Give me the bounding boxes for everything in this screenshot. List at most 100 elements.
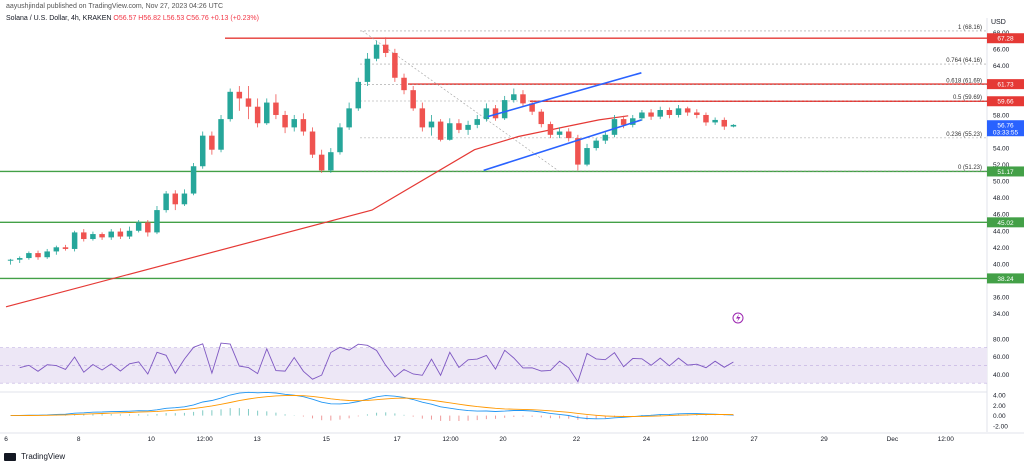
y-tick-label: 50.00 [993,179,1010,186]
candle [145,222,151,233]
candle [99,234,105,238]
candle [126,230,133,237]
x-tick-label: 12:00 [196,436,213,443]
candle [401,77,407,91]
y-tick-label: 44.00 [993,228,1010,235]
candle [382,44,389,53]
brand-text: TradingView [21,452,66,461]
candle [300,119,307,132]
x-tick-label: 22 [573,436,581,443]
candle [282,114,288,128]
candle [666,110,673,115]
price-label: 45.02 [997,220,1014,227]
price-label-box [987,273,1024,284]
macd-tick-label: -2.00 [993,423,1008,430]
candle [181,193,188,205]
candle [465,124,471,130]
x-tick-label: 24 [643,436,651,443]
candle [227,91,233,120]
rsi-tick-label: 60.00 [993,354,1010,361]
candle [16,258,23,260]
x-tick-label: 12:00 [692,436,709,443]
price-label: 56.76 [997,123,1014,130]
candle [35,253,41,258]
price-label: 51.17 [997,169,1014,176]
candle [611,119,618,135]
macd-tick-label: 2.00 [993,403,1006,410]
candle [474,119,480,125]
rsi-tick-label: 80.00 [993,336,1010,343]
candle [529,103,535,112]
candle [639,112,645,119]
x-tick-label: 13 [254,436,262,443]
price-label: 67.28 [997,36,1014,43]
axis-layer: 68.0066.0064.0062.0058.0056.0054.0052.00… [4,30,1024,443]
rsi-pane [0,342,987,384]
candle [675,108,682,115]
candle [447,123,453,140]
candle [392,52,398,78]
candle [254,106,261,124]
price-pane: 1 (68.16) 0.764 (64.16) 0.618 (61.69) 0.5 (… [0,25,987,308]
candle [71,232,78,249]
y-tick-label: 34.00 [993,311,1010,318]
x-tick-label: 29 [821,436,829,443]
channel-upper-line [487,72,642,118]
candle [556,131,563,135]
x-tick-label: 8 [77,436,81,443]
rsi-tick-label: 40.00 [993,372,1010,379]
symbol-name: Solana / U.S. Dollar, 4h, KRAKEN [6,15,112,22]
x-tick-label: 6 [4,436,8,443]
tradingview-logo: TradingView [4,452,65,461]
fib-label: 0.5 (59.69) [953,95,982,101]
candle [648,112,654,117]
candle [712,119,718,123]
y-tick-label: 54.00 [993,146,1010,153]
price-label-box [987,33,1024,44]
currency-label: USD [991,19,1006,26]
candle [273,102,279,115]
x-tick-label: Dec [887,436,899,443]
candle [108,231,114,238]
candle [209,135,215,150]
price-label-box [987,96,1024,107]
y-tick-label: 66.00 [993,46,1010,53]
candle [364,58,371,82]
candle [657,110,663,117]
x-tick-label: 12:00 [442,436,459,443]
candle [62,247,69,249]
candle [172,193,179,205]
fib-label: 0.618 (61.69) [946,78,982,84]
price-label: 38.24 [997,276,1014,283]
y-tick-label: 42.00 [993,245,1010,252]
candle [337,127,343,153]
y-tick-label: 52.00 [993,162,1010,169]
y-tick-label: 46.00 [993,212,1010,219]
macd-signal-line [10,395,734,417]
candle [593,140,599,149]
candle [355,81,362,109]
candle [199,135,206,167]
candle [44,251,50,258]
moving-average-line [5,115,629,308]
y-tick-label: 40.00 [993,261,1010,268]
x-tick-label: 10 [148,436,156,443]
candle [694,112,700,115]
candle [730,124,737,127]
candle [630,118,636,125]
price-label-box [987,217,1024,228]
candle [373,44,380,59]
channel-lower-line [483,119,642,172]
candle [721,119,728,127]
candle [318,154,325,171]
candle [547,124,554,135]
y-tick-label: 64.00 [993,63,1010,70]
price-label-box [987,166,1024,177]
candle [483,108,490,120]
countdown-label: 03:33:55 [993,130,1019,137]
flash-icon[interactable] [732,312,744,324]
candle [410,90,416,109]
x-tick-label: 15 [323,436,331,443]
